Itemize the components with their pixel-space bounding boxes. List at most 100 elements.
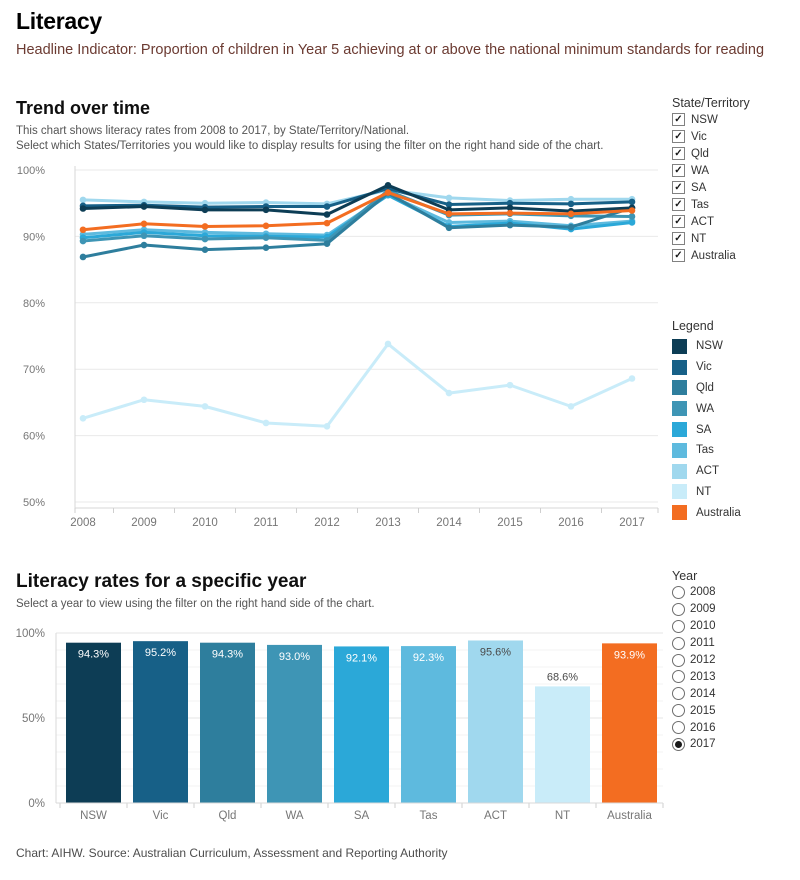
data-point[interactable]	[323, 203, 331, 210]
radio-icon[interactable]	[672, 636, 685, 650]
legend-item-vic[interactable]: Vic	[672, 357, 741, 378]
year-option-2017[interactable]: 2017	[672, 736, 716, 753]
trend-line-path[interactable]	[81, 191, 634, 259]
data-point[interactable]	[323, 423, 331, 430]
radio-icon[interactable]	[672, 704, 685, 718]
checkbox-checked-icon[interactable]: ✓	[672, 198, 685, 211]
filter-option-vic[interactable]: ✓ Vic	[672, 128, 736, 145]
radio-icon[interactable]	[672, 653, 685, 667]
data-point[interactable]	[201, 235, 209, 243]
data-point[interactable]	[445, 224, 453, 232]
trend-line-chart[interactable]: 100% 90% 80% 70% 60% 50% 2008 2009 2010 2011 2012 2…	[0, 158, 668, 538]
legend-item-wa[interactable]: WA	[672, 398, 741, 419]
data-point[interactable]	[140, 241, 148, 249]
year-option-2009[interactable]: 2009	[672, 601, 716, 618]
checkbox-checked-icon[interactable]: ✓	[672, 164, 685, 177]
filter-option-australia[interactable]: ✓ Australia	[672, 247, 736, 264]
data-point[interactable]	[262, 206, 270, 214]
radio-icon[interactable]	[672, 721, 685, 735]
bar-qld[interactable]	[200, 642, 255, 803]
data-point[interactable]	[628, 207, 636, 214]
filter-option-nt[interactable]: ✓ NT	[672, 230, 736, 247]
data-point[interactable]	[506, 199, 514, 207]
data-point[interactable]	[445, 389, 453, 397]
data-point[interactable]	[262, 222, 270, 230]
bar-tas[interactable]	[401, 646, 456, 803]
radio-icon[interactable]	[672, 619, 685, 633]
year-bar-chart[interactable]: 0% 50% 100% 94.3% NSW 95.2% Vic 94.3% Qld 93.0% WA…	[0, 613, 672, 827]
data-point[interactable]	[201, 403, 209, 410]
data-point[interactable]	[384, 189, 392, 196]
data-point[interactable]	[201, 246, 209, 253]
data-point[interactable]	[79, 205, 87, 212]
data-point[interactable]	[445, 194, 453, 202]
bar-nt[interactable]	[535, 686, 590, 803]
checkbox-checked-icon[interactable]: ✓	[672, 232, 685, 245]
year-option-2008[interactable]: 2008	[672, 584, 716, 601]
data-point[interactable]	[323, 211, 331, 218]
filter-option-act[interactable]: ✓ ACT	[672, 213, 736, 230]
legend-item-tas[interactable]: Tas	[672, 440, 741, 461]
year-option-2015[interactable]: 2015	[672, 702, 716, 719]
legend-item-qld[interactable]: Qld	[672, 378, 741, 399]
year-option-2016[interactable]: 2016	[672, 719, 716, 736]
data-point[interactable]	[79, 415, 87, 422]
checkbox-checked-icon[interactable]: ✓	[672, 130, 685, 143]
radio-icon[interactable]	[672, 585, 685, 599]
data-point[interactable]	[79, 253, 87, 261]
data-point[interactable]	[323, 240, 331, 248]
legend-item-australia[interactable]: Australia	[672, 502, 741, 523]
filter-option-qld[interactable]: ✓ Qld	[672, 145, 736, 162]
data-point[interactable]	[506, 204, 514, 212]
data-point[interactable]	[628, 219, 636, 226]
trend-line-path[interactable]	[81, 342, 634, 428]
filter-option-sa[interactable]: ✓ SA	[672, 179, 736, 196]
data-point[interactable]	[567, 210, 575, 218]
year-option-2013[interactable]: 2013	[672, 668, 716, 685]
data-point[interactable]	[628, 198, 636, 206]
data-point[interactable]	[567, 403, 575, 410]
data-point[interactable]	[506, 381, 514, 389]
data-point[interactable]	[140, 232, 148, 240]
data-point[interactable]	[79, 226, 87, 234]
data-point[interactable]	[79, 196, 87, 204]
trend-line-nt[interactable]	[79, 340, 636, 430]
data-point[interactable]	[567, 223, 575, 231]
bar-wa[interactable]	[267, 644, 322, 803]
checkbox-checked-icon[interactable]: ✓	[672, 147, 685, 160]
data-point[interactable]	[628, 375, 636, 382]
bar-sa[interactable]	[334, 646, 389, 803]
radio-icon[interactable]	[672, 602, 685, 616]
data-point[interactable]	[201, 223, 209, 230]
radio-icon[interactable]	[672, 670, 685, 684]
data-point[interactable]	[384, 181, 392, 189]
trend-line-path[interactable]	[81, 183, 634, 216]
data-point[interactable]	[567, 195, 575, 203]
data-point[interactable]	[506, 221, 514, 229]
data-point[interactable]	[628, 213, 636, 220]
data-point[interactable]	[140, 220, 148, 228]
filter-option-tas[interactable]: ✓ Tas	[672, 196, 736, 213]
year-option-2011[interactable]: 2011	[672, 635, 716, 652]
radio-icon[interactable]	[672, 737, 685, 751]
radio-icon[interactable]	[672, 687, 685, 701]
trend-line-australia[interactable]	[79, 189, 636, 234]
checkbox-checked-icon[interactable]: ✓	[672, 113, 685, 126]
legend-item-nt[interactable]: NT	[672, 482, 741, 503]
data-point[interactable]	[506, 209, 514, 217]
trend-line-path[interactable]	[81, 187, 634, 209]
bar-act[interactable]	[468, 640, 523, 803]
data-point[interactable]	[445, 210, 453, 218]
year-option-2014[interactable]: 2014	[672, 685, 716, 702]
checkbox-checked-icon[interactable]: ✓	[672, 215, 685, 228]
bar-vic[interactable]	[133, 641, 188, 803]
data-point[interactable]	[384, 340, 392, 348]
filter-option-nsw[interactable]: ✓ NSW	[672, 111, 736, 128]
data-point[interactable]	[262, 234, 270, 242]
legend-item-sa[interactable]: SA	[672, 419, 741, 440]
trend-line-path[interactable]	[81, 191, 634, 232]
data-point[interactable]	[140, 203, 148, 210]
filter-option-wa[interactable]: ✓ WA	[672, 162, 736, 179]
year-option-2010[interactable]: 2010	[672, 618, 716, 635]
data-point[interactable]	[79, 237, 87, 245]
